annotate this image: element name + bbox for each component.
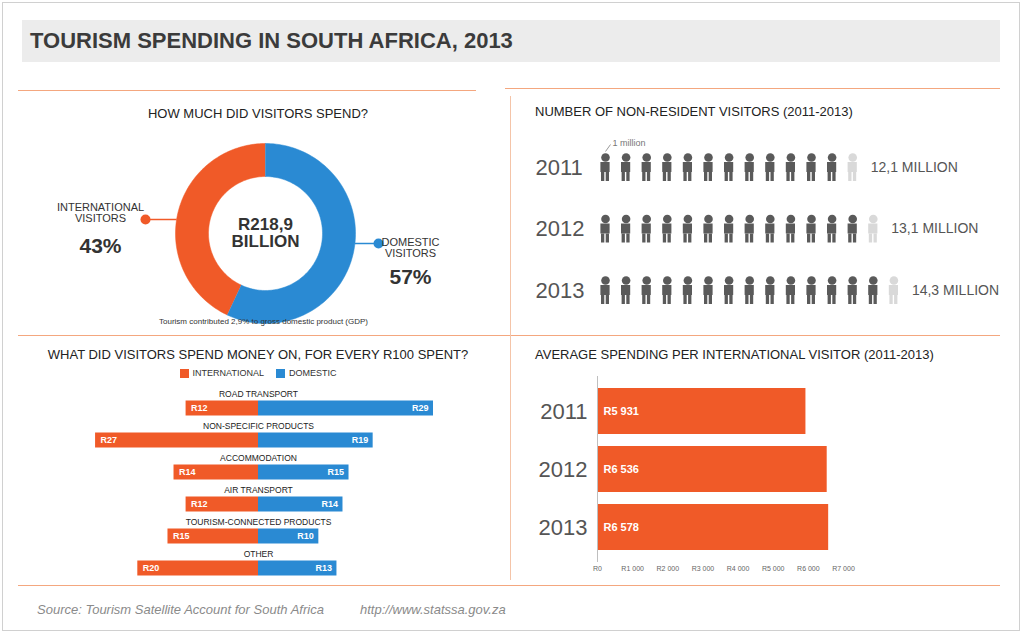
svg-text:2011: 2011 (540, 399, 587, 424)
svg-text:R7 000: R7 000 (832, 565, 855, 572)
svg-text:TOURISM-CONNECTED PRODUCTS: TOURISM-CONNECTED PRODUCTS (186, 517, 332, 527)
svg-text:2012: 2012 (539, 457, 588, 482)
svg-text:DOMESTICVISITORS: DOMESTICVISITORS (381, 236, 439, 259)
html-text:WHAT DID VISITORS SPEND MONEY: WHAT DID VISITORS SPEND MONEY ON, FOR EV… (47, 347, 469, 362)
svg-text:1 million: 1 million (613, 138, 646, 148)
svg-text:R13: R13 (315, 563, 332, 573)
svg-text:Tourism contributed 2,9% to gr: Tourism contributed 2,9% to gross domest… (159, 317, 368, 326)
svg-text:12,1 MILLION: 12,1 MILLION (871, 159, 958, 175)
svg-text:R14: R14 (321, 499, 338, 509)
svg-text:2011: 2011 (536, 155, 583, 180)
html-text:HOW MUCH DID VISITORS SPEND?: HOW MUCH DID VISITORS SPEND? (148, 106, 368, 121)
svg-text:R218,9BILLION: R218,9BILLION (232, 215, 300, 251)
html-text:TOURISM SPENDING IN SOUTH AFRI: TOURISM SPENDING IN SOUTH AFRICA, 2013 (30, 28, 513, 53)
svg-text:R3 000: R3 000 (692, 565, 715, 572)
svg-text:57%: 57% (389, 265, 431, 288)
html-text:AVERAGE SPENDING PER INTERNATI: AVERAGE SPENDING PER INTERNATIONAL VISIT… (535, 347, 934, 362)
svg-text:ACCOMMODATION: ACCOMMODATION (220, 453, 297, 463)
svg-text:2013: 2013 (536, 278, 585, 303)
html-text:DOMESTIC: DOMESTIC (288, 368, 337, 378)
html-text:Source: Tourism Satellite Acco: Source: Tourism Satellite Account for So… (37, 602, 324, 617)
svg-text:INTERNATIONALVISITORS: INTERNATIONALVISITORS (57, 201, 144, 224)
svg-text:43%: 43% (79, 234, 121, 257)
svg-text:2013: 2013 (539, 515, 588, 540)
svg-text:13,1 MILLION: 13,1 MILLION (891, 220, 978, 236)
svg-text:R15: R15 (173, 531, 190, 541)
svg-text:ROAD TRANSPORT: ROAD TRANSPORT (219, 389, 298, 399)
svg-text:R5 931: R5 931 (604, 405, 639, 417)
svg-text:R12: R12 (191, 403, 208, 413)
svg-text:R0: R0 (593, 565, 602, 572)
svg-text:R20: R20 (143, 563, 160, 573)
svg-text:R27: R27 (101, 435, 118, 445)
svg-text:R1 000: R1 000 (621, 565, 644, 572)
svg-text:R10: R10 (297, 531, 314, 541)
svg-text:R6 578: R6 578 (604, 521, 639, 533)
html-text:http://www.statssa.gov.za: http://www.statssa.gov.za (360, 602, 506, 617)
svg-text:NON-SPECIFIC PRODUCTS: NON-SPECIFIC PRODUCTS (203, 421, 314, 431)
svg-text:OTHER: OTHER (244, 549, 274, 559)
svg-text:R12: R12 (191, 499, 208, 509)
html-text:NUMBER OF NON-RESIDENT VISITOR: NUMBER OF NON-RESIDENT VISITORS (2011-20… (535, 104, 853, 119)
svg-text:AIR TRANSPORT: AIR TRANSPORT (224, 485, 293, 495)
svg-text:R19: R19 (352, 435, 369, 445)
svg-text:R6 000: R6 000 (797, 565, 820, 572)
svg-text:R6 536: R6 536 (604, 463, 639, 475)
svg-text:R14: R14 (179, 467, 196, 477)
svg-text:2012: 2012 (536, 216, 585, 241)
svg-text:R29: R29 (412, 403, 429, 413)
svg-text:R2 000: R2 000 (656, 565, 679, 572)
svg-text:R4 000: R4 000 (727, 565, 750, 572)
html-text:INTERNATIONAL: INTERNATIONAL (192, 368, 264, 378)
svg-text:R5 000: R5 000 (762, 565, 785, 572)
svg-text:14,3 MILLION: 14,3 MILLION (912, 282, 999, 298)
svg-text:R15: R15 (328, 467, 345, 477)
